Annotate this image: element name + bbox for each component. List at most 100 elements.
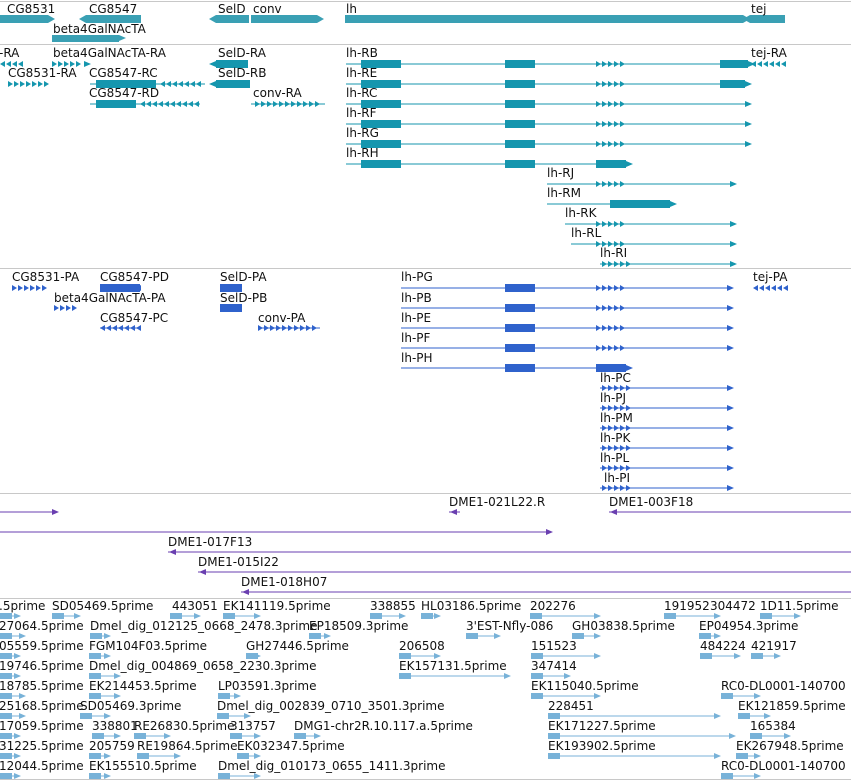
protein-label[interactable]: lh-PH	[401, 351, 433, 365]
transcript-label[interactable]: SelD-RB	[218, 66, 267, 80]
protein-label[interactable]: lh-PI	[604, 471, 631, 485]
transcript-label[interactable]: lh-RB	[346, 46, 378, 60]
transcript-label[interactable]: CG8531-RA	[8, 66, 77, 80]
est-label[interactable]: GH03838.5prime	[572, 619, 675, 633]
clone-label[interactable]: DME1-003F18	[609, 495, 694, 509]
est-label[interactable]: 19746.5prime	[0, 659, 84, 673]
est-label[interactable]: 12044.5prime	[0, 759, 84, 773]
est-label[interactable]: EP18509.3prime	[309, 619, 409, 633]
protein-label[interactable]: CG8531-PA	[12, 270, 80, 284]
est-label[interactable]: 27064.5prime	[0, 619, 84, 633]
transcript-label[interactable]: lh-RE	[346, 66, 378, 80]
est-label[interactable]: EK032347.5prime	[237, 739, 345, 753]
est-label[interactable]: Dmel_dig_012125_0668_2478.3prime	[90, 619, 318, 633]
est-label[interactable]: 484224	[700, 639, 746, 653]
est-label[interactable]: 228451	[548, 699, 594, 713]
transcript-label[interactable]: -RA	[0, 46, 20, 60]
protein-label[interactable]: conv-PA	[258, 311, 306, 325]
est-label[interactable]: 205759	[89, 739, 135, 753]
transcript-label[interactable]: lh-RJ	[547, 166, 575, 180]
est-label[interactable]: DMG1-chr2R.10.117.a.5prime	[294, 719, 473, 733]
est-label[interactable]: HL03186.5prime	[421, 599, 522, 613]
est-label[interactable]: 202276	[530, 599, 576, 613]
protein-label[interactable]: lh-PM	[600, 411, 633, 425]
est-label[interactable]: EK171227.5prime	[548, 719, 656, 733]
est-label[interactable]: EK155510.5prime	[89, 759, 197, 773]
est-label[interactable]: 31225.5prime	[0, 739, 84, 753]
clone-label[interactable]: DME1-015I22	[198, 555, 279, 569]
est-label[interactable]: 17059.5prime	[0, 719, 84, 733]
transcript-label[interactable]: SelD-RA	[218, 46, 266, 60]
transcript-label[interactable]: lh-RI	[600, 246, 628, 260]
est-label[interactable]: 338801	[92, 719, 138, 733]
est-label[interactable]: EK115040.5prime	[531, 679, 639, 693]
transcript-label[interactable]: lh-RF	[346, 106, 377, 120]
gene-label[interactable]: SelD	[218, 2, 246, 16]
gene-label[interactable]: CG8547	[89, 2, 138, 16]
protein-label[interactable]: CG8547-PC	[100, 311, 169, 325]
est-label[interactable]: EK157131.5prime	[399, 659, 507, 673]
gene-label[interactable]: conv	[253, 2, 282, 16]
est-label[interactable]: RC0-DL0001-140700	[721, 759, 846, 773]
gene-label[interactable]: beta4GalNAcTA	[53, 22, 146, 36]
est-label[interactable]: GH27446.5prime	[246, 639, 349, 653]
protein-label[interactable]: beta4GalNAcTA-PA	[54, 291, 166, 305]
est-label[interactable]: Dmel_dig_010173_0655_1411.3prime	[218, 759, 446, 773]
protein-label[interactable]: lh-PL	[600, 451, 630, 465]
est-label[interactable]: EP04954.3prime	[699, 619, 799, 633]
clone-label[interactable]: DME1-018H07	[241, 575, 328, 589]
est-label[interactable]: 206508	[399, 639, 445, 653]
est-label[interactable]: EK214453.5prime	[89, 679, 197, 693]
protein-label[interactable]: lh-PJ	[600, 391, 627, 405]
transcript-label[interactable]: lh-RM	[547, 186, 581, 200]
transcript-label[interactable]: lh-RK	[565, 206, 597, 220]
est-label[interactable]: 347414	[531, 659, 577, 673]
transcript-label[interactable]: lh-RC	[346, 86, 378, 100]
protein-label[interactable]: SelD-PB	[220, 291, 268, 305]
protein-label[interactable]: lh-PK	[600, 431, 631, 445]
transcript-label[interactable]: CG8547-RD	[89, 86, 160, 100]
est-label[interactable]: Dmel_dig_002839_0710_3501.3prime	[217, 699, 445, 713]
est-label[interactable]: SD05469.5prime	[52, 599, 154, 613]
est-label[interactable]: 25168.5prime	[0, 699, 84, 713]
transcript-label[interactable]: lh-RH	[346, 146, 379, 160]
transcript-label[interactable]: lh-RG	[346, 126, 379, 140]
est-label[interactable]: 304472	[710, 599, 756, 613]
est-label[interactable]: LP03591.3prime	[218, 679, 317, 693]
est-label[interactable]: EK141119.5prime	[223, 599, 331, 613]
est-label[interactable]: 313757	[230, 719, 276, 733]
est-label[interactable]: RE19864.5prime	[137, 739, 238, 753]
clone-label[interactable]: DME1-021L22.R	[449, 495, 546, 509]
est-label[interactable]: EK121859.5prime	[738, 699, 846, 713]
protein-label[interactable]: SelD-PA	[220, 270, 267, 284]
gene-label[interactable]: CG8531	[7, 2, 56, 16]
est-label[interactable]: Dmel_dig_004869_0658_2230.3prime	[89, 659, 317, 673]
est-label[interactable]: EK193902.5prime	[548, 739, 656, 753]
est-label[interactable]: RC0-DL0001-140700	[721, 679, 846, 693]
protein-label[interactable]: tej-PA	[753, 270, 788, 284]
protein-label[interactable]: lh-PE	[401, 311, 432, 325]
est-label[interactable]: 1D11.5prime	[760, 599, 839, 613]
est-label[interactable]: SD05469.3prime	[80, 699, 182, 713]
protein-label[interactable]: lh-PB	[401, 291, 432, 305]
gene-label[interactable]: lh	[346, 2, 357, 16]
transcript-label[interactable]: tej-RA	[751, 46, 787, 60]
est-label[interactable]: 151523	[531, 639, 577, 653]
protein-label[interactable]: lh-PG	[401, 270, 433, 284]
transcript-label[interactable]: lh-RL	[571, 226, 602, 240]
est-label[interactable]: 05559.5prime	[0, 639, 84, 653]
est-label[interactable]: 443051	[172, 599, 218, 613]
clone-label[interactable]: DME1-017F13	[168, 535, 253, 549]
est-label[interactable]: 3'EST-Nfly-086	[466, 619, 554, 633]
est-label[interactable]: RE26830.5prime	[134, 719, 235, 733]
gene-label[interactable]: tej	[751, 2, 767, 16]
transcript-label[interactable]: conv-RA	[253, 86, 302, 100]
est-label[interactable]: 421917	[751, 639, 797, 653]
est-label[interactable]: 338855	[370, 599, 416, 613]
est-label[interactable]: 191952	[664, 599, 710, 613]
protein-label[interactable]: lh-PF	[401, 331, 431, 345]
est-label[interactable]: EK267948.5prime	[736, 739, 844, 753]
transcript-label[interactable]: CG8547-RC	[89, 66, 158, 80]
est-label[interactable]: 165384	[750, 719, 796, 733]
